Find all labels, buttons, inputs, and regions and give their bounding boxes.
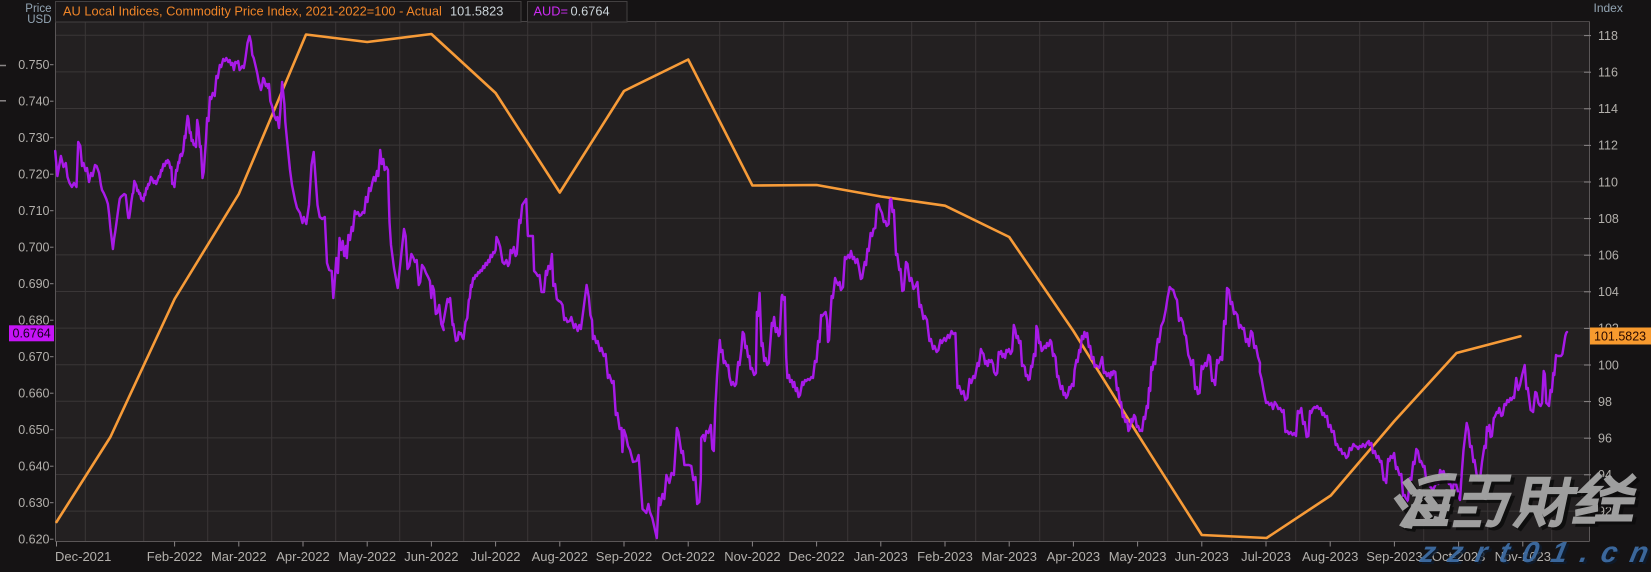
svg-text:0.730: 0.730 (18, 131, 49, 145)
svg-text:May-2022: May-2022 (338, 549, 396, 564)
svg-text:101.5823: 101.5823 (450, 4, 503, 19)
svg-text:Jul-2023: Jul-2023 (1241, 549, 1291, 564)
svg-text:100: 100 (1598, 358, 1619, 372)
svg-text:Nov-2023: Nov-2023 (1495, 549, 1551, 564)
svg-text:Jul-2022: Jul-2022 (471, 549, 521, 564)
svg-text:110: 110 (1598, 175, 1618, 189)
svg-text:Sep-2023: Sep-2023 (1366, 549, 1422, 564)
svg-text:101.5823: 101.5823 (1594, 329, 1646, 343)
svg-text:AUD=: AUD= (534, 4, 569, 19)
svg-text:0.650: 0.650 (18, 423, 49, 437)
svg-text:0.620: 0.620 (18, 533, 49, 547)
svg-text:0.660: 0.660 (18, 387, 49, 401)
svg-text:Jan-2023: Jan-2023 (854, 549, 908, 564)
svg-text:Price: Price (25, 3, 51, 15)
svg-text:0.670: 0.670 (18, 350, 49, 364)
svg-text:0.640: 0.640 (18, 460, 49, 474)
svg-text:0.720: 0.720 (18, 168, 49, 182)
svg-text:104: 104 (1598, 285, 1619, 299)
svg-text:112: 112 (1598, 139, 1618, 153)
svg-text:Aug-2022: Aug-2022 (532, 549, 588, 564)
svg-text:Apr-2022: Apr-2022 (276, 549, 329, 564)
svg-text:0.6764: 0.6764 (13, 327, 51, 341)
svg-text:Aug-2023: Aug-2023 (1302, 549, 1358, 564)
svg-text:116: 116 (1598, 66, 1618, 80)
svg-text:0.6764: 0.6764 (571, 4, 610, 19)
svg-text:Nov-2022: Nov-2022 (724, 549, 780, 564)
svg-text:USD: USD (27, 14, 51, 26)
svg-text:108: 108 (1598, 212, 1619, 226)
svg-text:Jun-2023: Jun-2023 (1175, 549, 1229, 564)
svg-text:Mar-2023: Mar-2023 (981, 549, 1037, 564)
svg-text:0.630: 0.630 (18, 496, 49, 510)
svg-text:118: 118 (1598, 29, 1618, 43)
svg-text:106: 106 (1598, 249, 1619, 263)
svg-text:Oct-2022: Oct-2022 (661, 549, 714, 564)
svg-text:0.680: 0.680 (18, 314, 49, 328)
svg-text:May-2023: May-2023 (1109, 549, 1167, 564)
svg-text:0.710: 0.710 (18, 204, 49, 218)
svg-text:Feb-2022: Feb-2022 (147, 549, 203, 564)
svg-text:0.750: 0.750 (18, 58, 49, 72)
svg-text:Apr-2023: Apr-2023 (1047, 549, 1100, 564)
svg-text:AU Local Indices, Commodity Pr: AU Local Indices, Commodity Price Index,… (63, 4, 442, 19)
svg-text:Index: Index (1594, 1, 1623, 15)
svg-text:zzrt01.cn: zzrt01.cn (1419, 538, 1651, 567)
svg-text:Dec-2021: Dec-2021 (55, 549, 111, 564)
svg-text:Dec-2022: Dec-2022 (788, 549, 844, 564)
svg-text:Oct-2023: Oct-2023 (1432, 549, 1485, 564)
svg-text:98: 98 (1598, 395, 1612, 409)
svg-text:Jun-2022: Jun-2022 (404, 549, 458, 564)
svg-text:0.690: 0.690 (18, 277, 49, 291)
svg-text:96: 96 (1598, 432, 1612, 446)
svg-text:0.740: 0.740 (18, 95, 49, 109)
svg-text:Feb-2023: Feb-2023 (917, 549, 973, 564)
svg-text:0.700: 0.700 (18, 241, 49, 255)
svg-text:Sep-2022: Sep-2022 (596, 549, 652, 564)
svg-text:zzrt01.cn: zzrt01.cn (1417, 536, 1651, 567)
svg-text:114: 114 (1598, 102, 1618, 116)
svg-text:Mar-2022: Mar-2022 (211, 549, 267, 564)
